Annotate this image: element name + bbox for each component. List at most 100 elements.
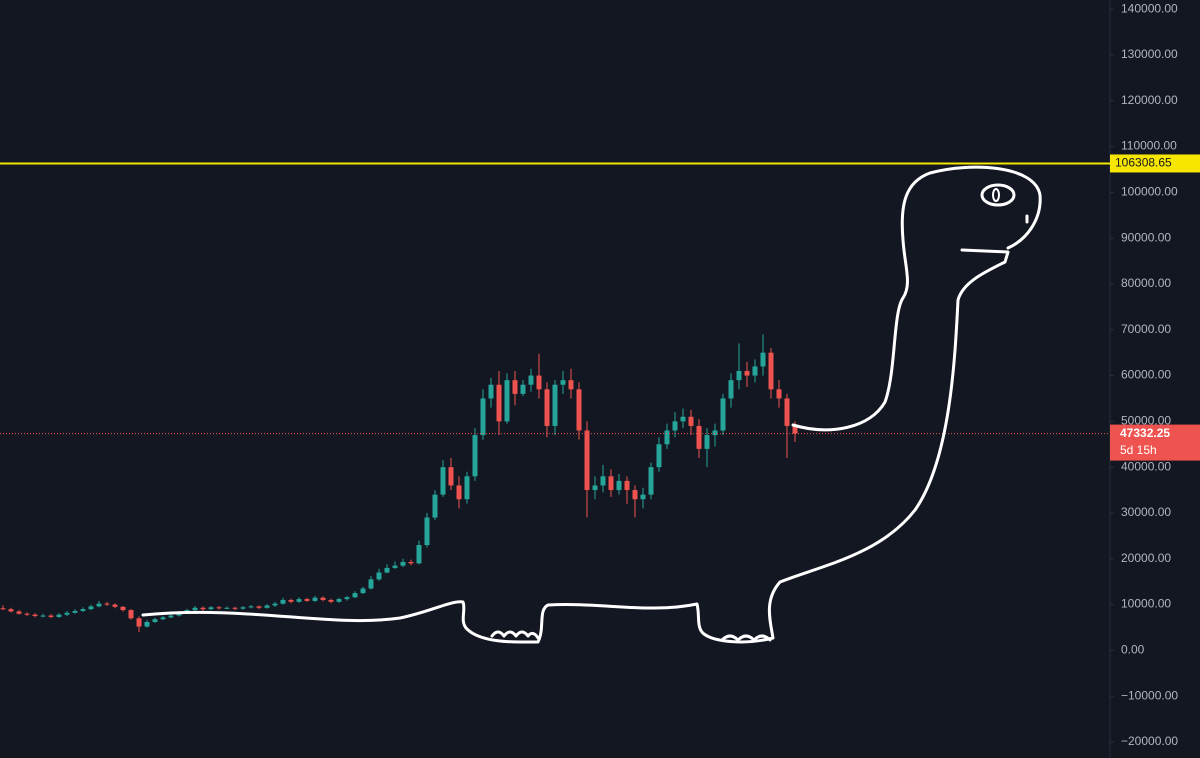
candle-body — [472, 435, 478, 477]
candle-body — [80, 609, 86, 611]
candle-body — [376, 572, 382, 580]
candle-body — [776, 389, 782, 399]
candle-body — [64, 612, 70, 615]
candle-body — [304, 599, 310, 601]
candle-body — [560, 380, 566, 385]
candle-body — [688, 416, 694, 426]
candle-body — [200, 607, 206, 610]
dinosaur-drawing — [141, 165, 1042, 644]
candle-body — [152, 619, 158, 622]
candle-body — [488, 384, 494, 399]
candle-body — [272, 603, 278, 606]
candle-body — [32, 614, 38, 617]
candle-body — [712, 430, 718, 436]
candle-body — [704, 435, 710, 449]
candle-body — [536, 375, 542, 390]
candle-body — [296, 599, 302, 602]
candle-body — [584, 430, 590, 491]
y-tick-label: 10000.00 — [1121, 597, 1171, 611]
candle-body — [352, 593, 358, 598]
y-tick-label: 140000.00 — [1121, 1, 1178, 15]
candle-body — [768, 352, 774, 390]
candle-body — [16, 611, 22, 614]
y-tick-label: 70000.00 — [1121, 322, 1171, 336]
y-tick-label: 100000.00 — [1121, 185, 1178, 199]
candle-body — [24, 613, 30, 615]
candle-body — [648, 467, 654, 495]
candle-body — [448, 467, 454, 486]
candle-body — [728, 380, 734, 399]
y-tick-label: 20000.00 — [1121, 551, 1171, 565]
y-tick-label: −10000.00 — [1121, 688, 1178, 702]
candle-body — [144, 621, 150, 627]
candle-body — [208, 607, 214, 610]
candle-body — [568, 380, 574, 390]
candle-body — [416, 545, 422, 564]
candle-body — [48, 615, 54, 617]
y-tick-label: −20000.00 — [1121, 734, 1178, 748]
candle-body — [400, 561, 406, 566]
candle-body — [96, 603, 102, 607]
y-tick-label: 60000.00 — [1121, 368, 1171, 382]
candle-body — [464, 476, 470, 500]
candle-body — [112, 604, 118, 607]
candle-body — [88, 606, 94, 610]
candle-body — [792, 425, 798, 434]
candle-body — [392, 565, 398, 568]
candle-body — [736, 370, 742, 381]
candle-body — [8, 609, 14, 612]
dino-body — [141, 248, 1010, 644]
y-tick-label: 40000.00 — [1121, 459, 1171, 473]
hline-label-box — [1110, 154, 1200, 173]
candle-body — [192, 607, 198, 611]
candle-body — [680, 416, 686, 422]
candle-body — [224, 607, 230, 609]
candle-body — [368, 579, 374, 589]
dino-pupil — [992, 188, 1000, 202]
candle-body — [384, 567, 390, 573]
candle-body — [336, 599, 342, 602]
candle-body — [408, 561, 414, 564]
y-tick-label: 110000.00 — [1121, 139, 1177, 153]
last-price-label: 47332.25 — [1120, 426, 1170, 440]
y-tick-label: 30000.00 — [1121, 505, 1171, 519]
candle-body — [592, 485, 598, 491]
y-tick-label: 80000.00 — [1121, 276, 1171, 290]
candle-body — [424, 517, 430, 546]
last-price-box — [1110, 424, 1200, 461]
candle-body — [328, 599, 334, 602]
candle-body — [480, 398, 486, 436]
candle-body — [432, 494, 438, 518]
candle-body — [280, 599, 286, 604]
candle-body — [784, 398, 790, 426]
candle-body — [672, 421, 678, 431]
dino-back-toes — [490, 630, 540, 640]
candle-body — [72, 610, 78, 613]
candle-body — [160, 617, 166, 620]
candle-body — [696, 425, 702, 449]
candle-body — [552, 384, 558, 426]
candle-body — [576, 389, 582, 431]
candle-body — [608, 476, 614, 491]
candle-body — [240, 607, 246, 609]
candle-body — [656, 444, 662, 468]
candle-body — [360, 588, 366, 594]
candle-body — [744, 370, 750, 376]
candle-body — [720, 398, 726, 431]
candle-body — [216, 607, 222, 609]
candle-body — [104, 603, 110, 605]
dino-neck-head — [791, 165, 1042, 432]
candle-body — [544, 389, 550, 426]
candle-body — [256, 606, 262, 608]
candle-body — [600, 476, 606, 486]
candle-body — [168, 615, 174, 618]
y-tick-label: 0.00 — [1121, 643, 1145, 657]
candle-body — [528, 375, 534, 385]
y-tick-label: 120000.00 — [1121, 93, 1178, 107]
candle-body — [456, 485, 462, 500]
candle-body — [664, 430, 670, 445]
candle-body — [232, 607, 238, 609]
candle-body — [512, 380, 518, 394]
